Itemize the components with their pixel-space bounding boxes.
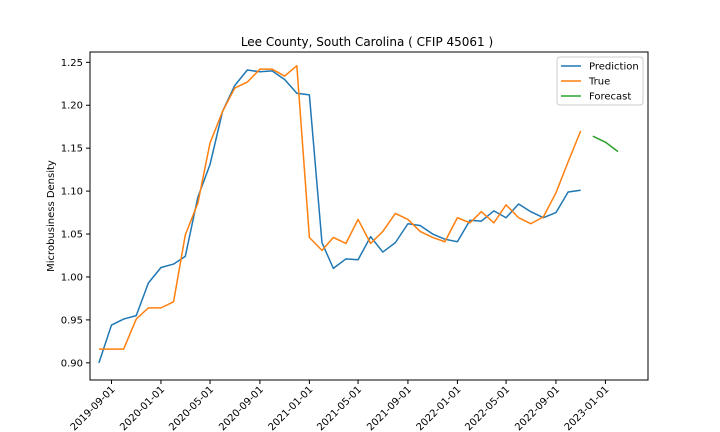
- y-tick-label: 1.05: [61, 230, 83, 241]
- y-tick-label: 1.15: [61, 144, 83, 155]
- y-tick-label: 1.25: [61, 58, 83, 69]
- y-tick-label: 0.95: [61, 315, 83, 326]
- legend-label-forecast: Forecast: [589, 92, 631, 103]
- series-line-true: [98, 64, 582, 350]
- y-tick-label: 0.90: [61, 358, 83, 369]
- legend-label-prediction: Prediction: [589, 62, 639, 73]
- y-axis-label: Microbusiness Density: [46, 160, 57, 272]
- legend-label-true: True: [588, 77, 610, 88]
- chart-title: Lee County, South Carolina ( CFIP 45061 …: [241, 35, 493, 49]
- y-tick-label: 1.10: [61, 187, 83, 198]
- series-line-forecast: [592, 135, 619, 153]
- plot-frame: [89, 51, 649, 381]
- y-tick-label: 1.20: [61, 101, 83, 112]
- legend: Prediction True Forecast: [556, 56, 644, 106]
- legend-box: [556, 56, 644, 106]
- y-tick-label: 1.00: [61, 272, 83, 283]
